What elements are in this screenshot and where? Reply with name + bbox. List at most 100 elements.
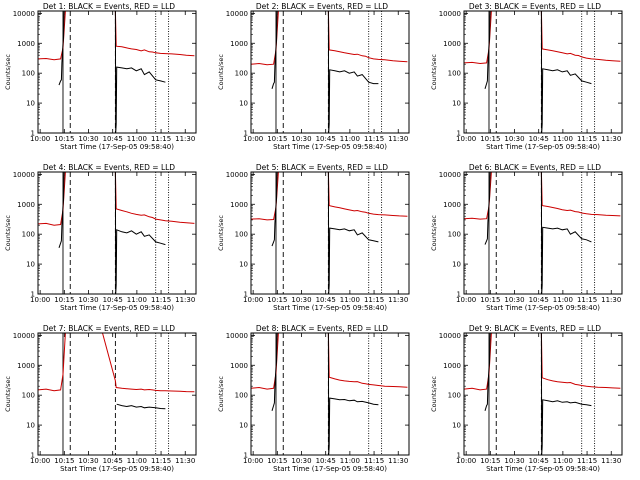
series-line-events [58, 11, 166, 133]
y-tick-label: 10000 [439, 171, 461, 179]
panel-title: Det 8: BLACK = Events, RED = LLD [256, 324, 388, 333]
y-tick-label: 10 [239, 261, 248, 269]
y-tick-label: 1 [244, 130, 248, 138]
x-tick-label: 11:15 [151, 457, 171, 465]
x-tick-label: 11:15 [577, 457, 597, 465]
x-tick-label: 10:30 [504, 296, 524, 304]
series-line-events [271, 333, 379, 455]
y-tick-label: 1000 [230, 201, 248, 209]
y-tick-label: 100 [448, 231, 461, 239]
series-line-lld [464, 333, 621, 391]
y-tick-label: 1000 [443, 201, 461, 209]
y-tick-label: 10 [239, 100, 248, 108]
series-line-events [484, 333, 592, 455]
y-tick-label: 1 [457, 452, 461, 460]
x-tick-label: 11:30 [601, 457, 621, 465]
series-line-lld [464, 11, 621, 65]
y-tick-label: 1000 [230, 362, 248, 370]
panel-title: Det 5: BLACK = Events, RED = LLD [256, 163, 388, 172]
x-tick-label: 11:30 [601, 135, 621, 143]
panel-title: Det 9: BLACK = Events, RED = LLD [469, 324, 601, 333]
plot-frame [250, 10, 410, 134]
x-axis-label: Start Time (17-Sep-05 09:58:40) [273, 304, 387, 312]
x-tick-label: 10:30 [291, 135, 311, 143]
y-tick-label: 10000 [13, 171, 35, 179]
y-tick-label: 10 [452, 261, 461, 269]
x-tick-label: 11:30 [601, 296, 621, 304]
y-tick-label: 1000 [17, 40, 35, 48]
x-tick-label: 11:00 [127, 457, 147, 465]
y-tick-label: 10 [26, 100, 35, 108]
plot-frame [37, 171, 197, 295]
detector-panel: Det 8: BLACK = Events, RED = LLD 1 10 100 10… [217, 324, 410, 473]
y-tick-label: 100 [22, 70, 35, 78]
x-tick-label: 11:00 [553, 457, 573, 465]
plot-frame [37, 332, 197, 456]
y-tick-label: 10 [26, 261, 35, 269]
x-tick-label: 10:15 [480, 135, 500, 143]
x-tick-label: 11:00 [340, 296, 360, 304]
x-tick-label: 10:30 [504, 135, 524, 143]
x-axis-label: Start Time (17-Sep-05 09:58:40) [60, 465, 174, 473]
y-tick-label: 1 [244, 452, 248, 460]
panel-title: Det 1: BLACK = Events, RED = LLD [43, 2, 175, 11]
x-tick-label: 11:30 [388, 135, 408, 143]
detector-panel: Det 7: BLACK = Events, RED = LLD 1 10 100 10… [4, 324, 197, 473]
y-axis-label: Counts/sec [430, 376, 438, 412]
x-axis-label: Start Time (17-Sep-05 09:58:40) [273, 143, 387, 151]
plot-frame [463, 10, 623, 134]
y-tick-label: 10 [452, 100, 461, 108]
x-tick-label: 10:00 [30, 296, 50, 304]
x-tick-label: 11:00 [340, 457, 360, 465]
detector-panel: Det 1: BLACK = Events, RED = LLD 1 10 100 10… [4, 2, 197, 151]
x-tick-label: 10:30 [291, 296, 311, 304]
x-axis-label: Start Time (17-Sep-05 09:58:40) [60, 143, 174, 151]
y-tick-label: 100 [448, 392, 461, 400]
series-line-lld [251, 172, 408, 221]
series-line-events [116, 403, 166, 410]
series-line-events [484, 11, 592, 133]
y-tick-label: 100 [448, 70, 461, 78]
y-tick-label: 100 [22, 231, 35, 239]
x-tick-label: 11:30 [388, 296, 408, 304]
detector-panel: Det 4: BLACK = Events, RED = LLD 1 10 100 10… [4, 163, 197, 312]
x-tick-label: 11:00 [553, 135, 573, 143]
x-tick-label: 10:00 [456, 135, 476, 143]
x-tick-label: 11:00 [553, 296, 573, 304]
x-tick-label: 10:45 [529, 135, 549, 143]
series-line-lld [464, 172, 621, 220]
x-tick-label: 11:30 [175, 135, 195, 143]
y-axis-label: Counts/sec [217, 376, 225, 412]
x-tick-label: 10:30 [78, 135, 98, 143]
x-tick-label: 11:30 [388, 457, 408, 465]
panel-title: Det 7: BLACK = Events, RED = LLD [43, 324, 175, 333]
x-tick-label: 11:15 [151, 135, 171, 143]
series-line-events [271, 172, 379, 294]
y-axis-label: Counts/sec [430, 215, 438, 251]
x-axis-label: Start Time (17-Sep-05 09:58:40) [486, 465, 600, 473]
series-line-lld [38, 333, 195, 393]
x-tick-label: 10:45 [316, 457, 336, 465]
x-tick-label: 11:15 [364, 296, 384, 304]
y-tick-label: 100 [235, 70, 248, 78]
detector-panel: Det 3: BLACK = Events, RED = LLD 1 10 100 10… [430, 2, 623, 151]
x-axis-label: Start Time (17-Sep-05 09:58:40) [60, 304, 174, 312]
x-tick-label: 10:00 [30, 457, 50, 465]
detector-panel: Det 2: BLACK = Events, RED = LLD 1 10 100 10… [217, 2, 410, 151]
y-tick-label: 10 [26, 422, 35, 430]
y-tick-label: 1 [31, 291, 35, 299]
panel-title: Det 3: BLACK = Events, RED = LLD [469, 2, 601, 11]
detector-panel: Det 9: BLACK = Events, RED = LLD 1 10 100 10… [430, 324, 623, 473]
y-tick-label: 10000 [226, 332, 248, 340]
series-line-lld [251, 11, 408, 66]
x-tick-label: 10:15 [267, 296, 287, 304]
y-tick-label: 10000 [226, 10, 248, 18]
x-tick-label: 10:15 [480, 296, 500, 304]
series-line-events [58, 172, 166, 294]
x-tick-label: 11:00 [127, 135, 147, 143]
x-tick-label: 10:00 [243, 135, 263, 143]
x-tick-label: 10:15 [54, 296, 74, 304]
x-tick-label: 10:45 [529, 457, 549, 465]
y-tick-label: 100 [22, 392, 35, 400]
y-axis-label: Counts/sec [217, 215, 225, 251]
